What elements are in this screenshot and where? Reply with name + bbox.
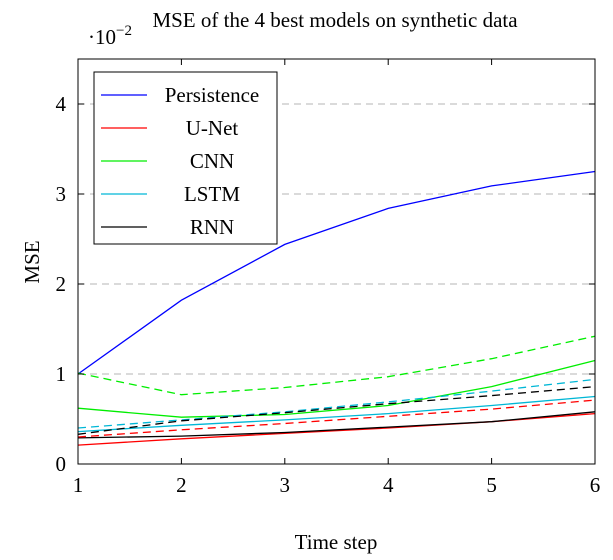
series-line-persistence (77, 170, 596, 375)
x-tick-label: 4 (383, 473, 394, 497)
y-tick-label: 3 (56, 182, 67, 206)
y-axis: 0 1 2 3 4 (56, 92, 595, 476)
series-line-dashed-6 (77, 335, 596, 396)
legend-box (93, 71, 278, 245)
y-tick-label: 0 (56, 452, 67, 476)
series-line-rnn (77, 411, 596, 439)
series-line-dashed-5 (77, 399, 596, 438)
x-axis-label: Time step (295, 530, 378, 554)
legend: Persistence U-Net CNN LSTM RNN (93, 71, 278, 245)
chart-title: MSE of the 4 best models on synthetic da… (152, 8, 518, 32)
x-tick-label: 1 (73, 473, 84, 497)
x-tick-label: 3 (280, 473, 291, 497)
plot-frame (77, 58, 596, 465)
legend-label: Persistence (165, 83, 259, 107)
legend-label: LSTM (184, 182, 240, 206)
legend-label: RNN (190, 215, 234, 239)
y-multiplier-label: ·10−2 (88, 23, 132, 49)
series-line-cnn (77, 359, 596, 418)
y-tick-label: 4 (56, 92, 67, 116)
series-lines (77, 170, 596, 446)
y-tick-label: 2 (56, 272, 67, 296)
x-tick-label: 2 (176, 473, 187, 497)
x-tick-label: 5 (486, 473, 497, 497)
y-tick-label: 1 (56, 362, 67, 386)
series-line-lstm (77, 395, 596, 433)
x-axis: 1 2 3 4 5 6 (73, 59, 601, 497)
series-line-dashed-8 (77, 385, 596, 435)
x-tick-label: 6 (590, 473, 601, 497)
series-line-dashed-7 (77, 378, 596, 429)
legend-label: U-Net (186, 116, 239, 140)
legend-label: CNN (190, 149, 234, 173)
y-axis-label: MSE (20, 240, 44, 283)
